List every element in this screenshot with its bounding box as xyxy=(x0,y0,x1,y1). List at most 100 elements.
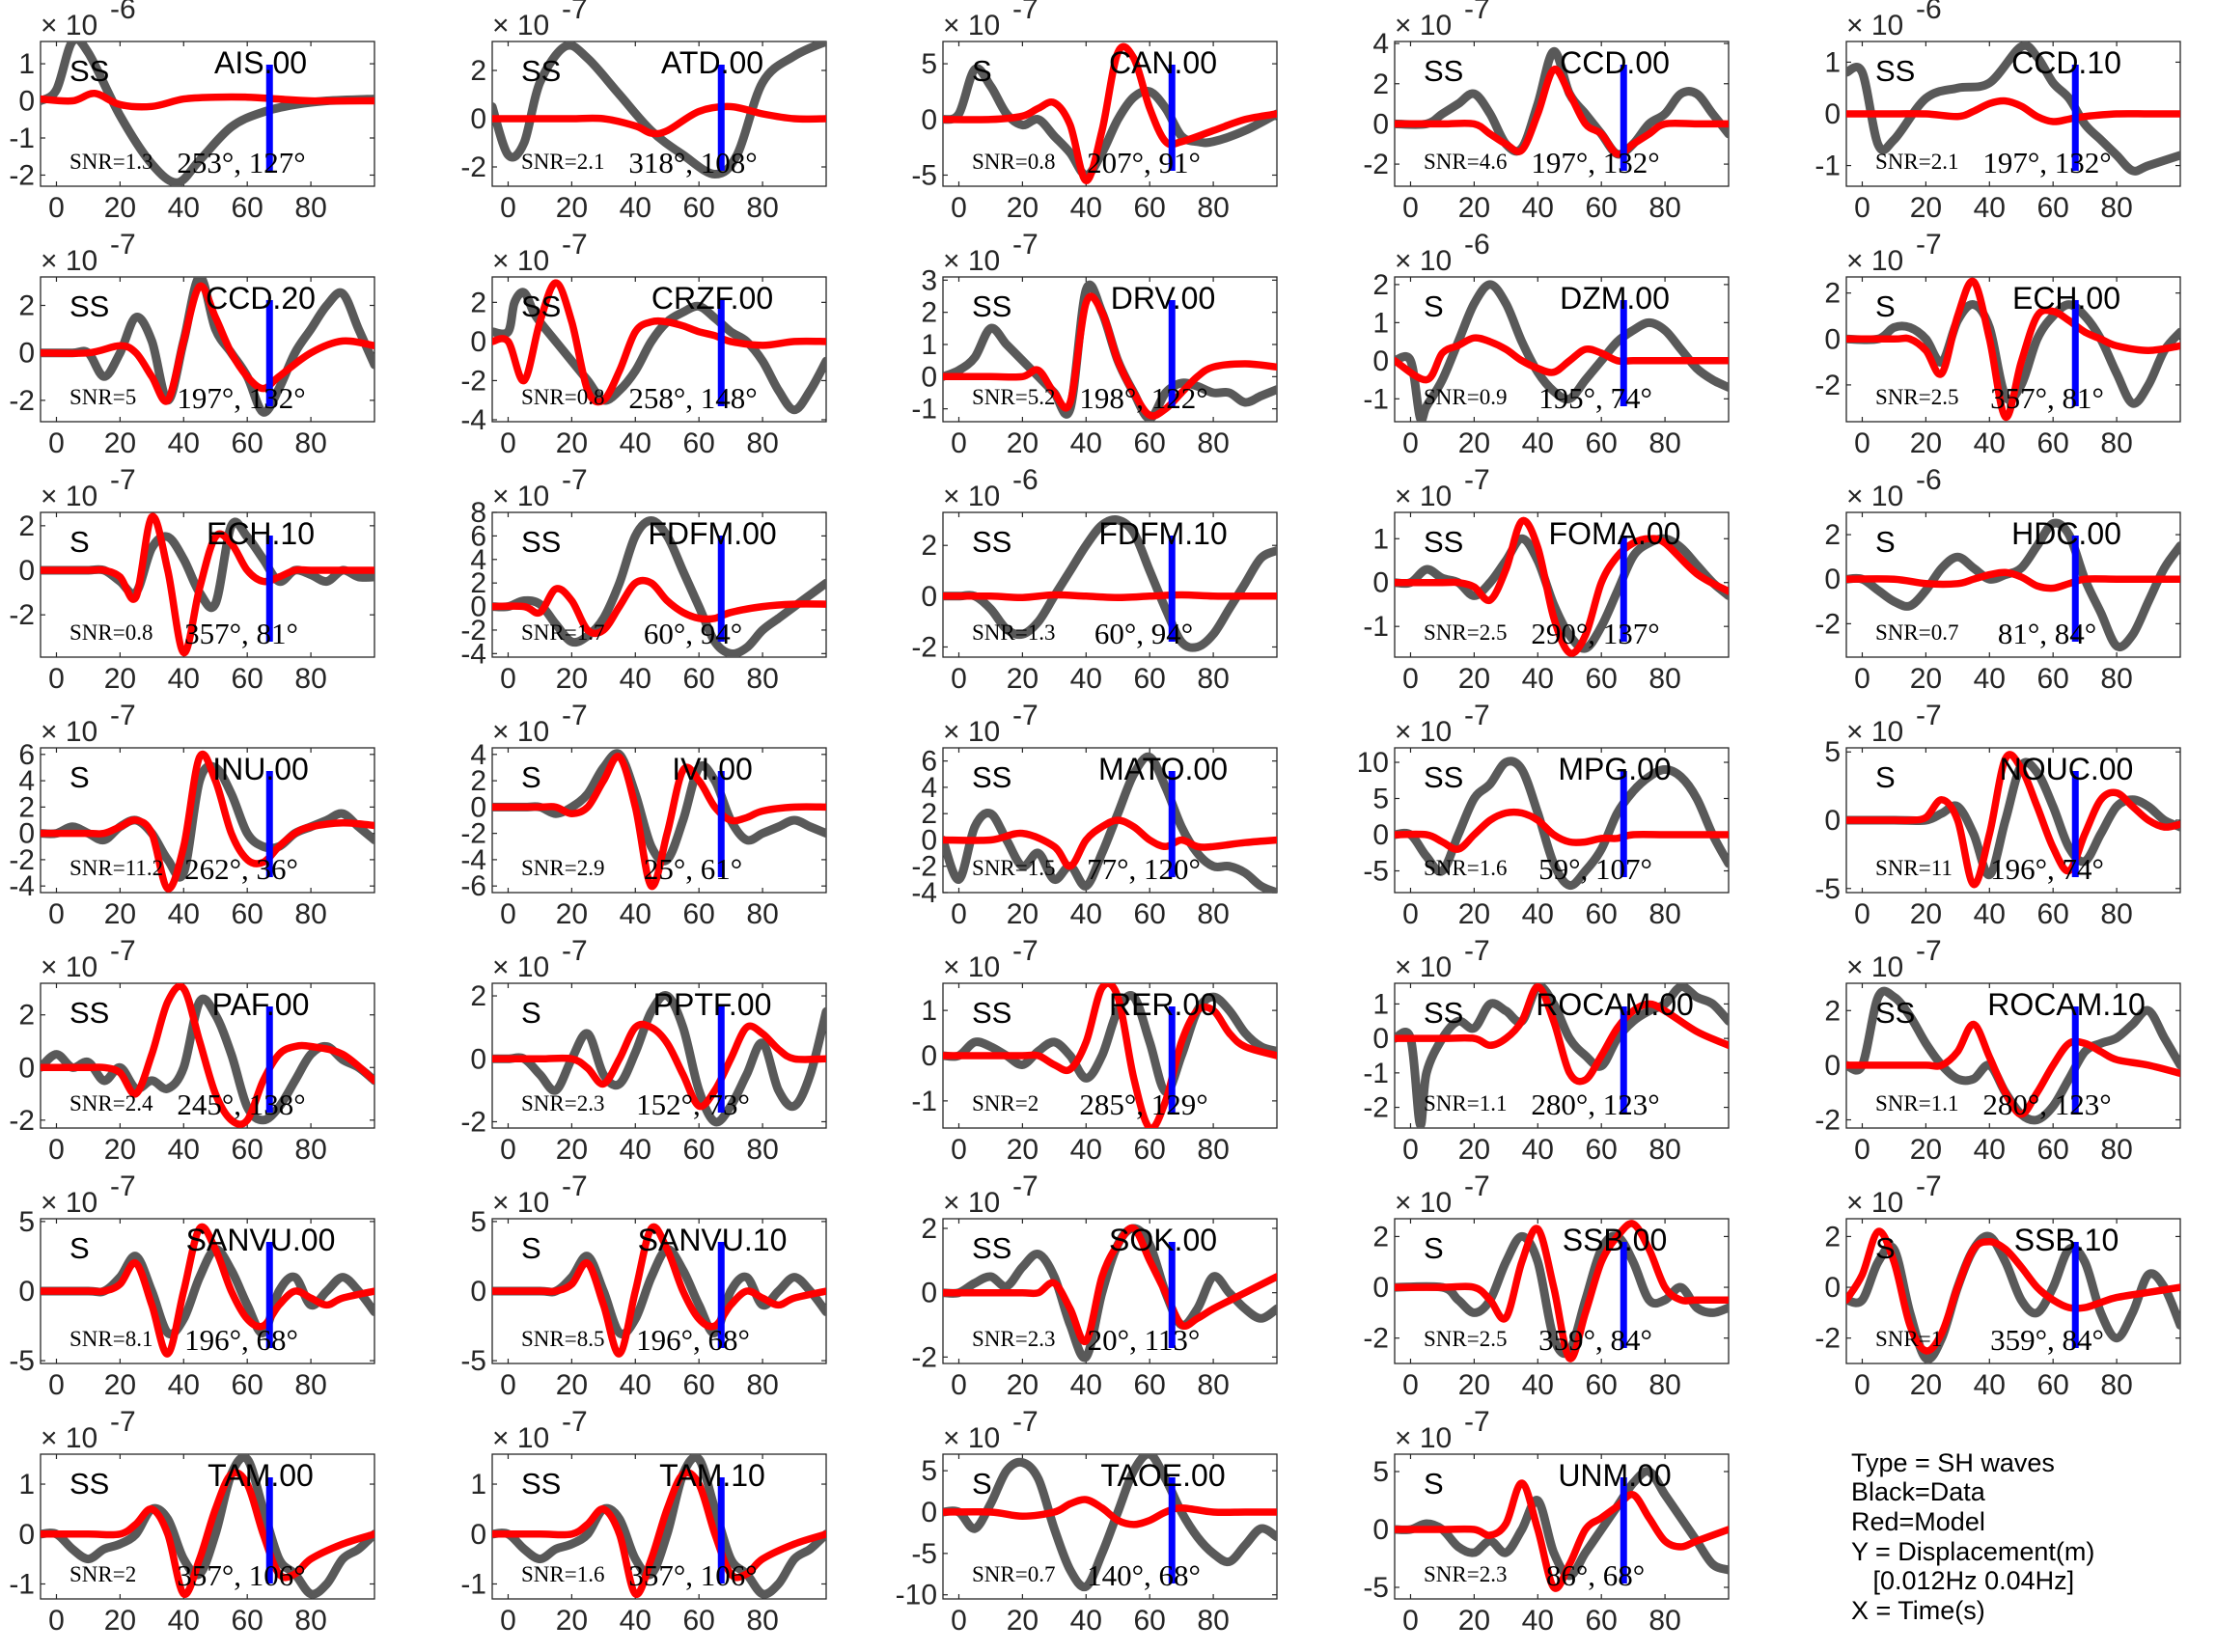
x-tick-label: 0 xyxy=(500,1369,516,1401)
y-exponent-base: × 10 xyxy=(1846,951,1903,983)
y-exponent-power: -7 xyxy=(110,229,136,261)
x-tick-label: 0 xyxy=(951,1134,967,1166)
legend: Type = SH waves Black=Data Red=Model Y =… xyxy=(1851,1448,2094,1625)
y-tick-label: 0 xyxy=(470,592,486,623)
y-tick-label: 0 xyxy=(18,1519,35,1551)
x-tick-label: 80 xyxy=(1197,192,1229,224)
y-tick-label: -2 xyxy=(1814,370,1841,401)
panel-mpg-00: 0 20 40 60 80 -5 0 5 10× 10 -7SS MPG.00 SNR=1.6 59°,… xyxy=(1357,700,1730,930)
x-tick-label: 80 xyxy=(746,427,778,459)
y-tick-label: 0 xyxy=(921,104,937,136)
x-tick-label: 80 xyxy=(746,1605,778,1637)
data-trace xyxy=(1846,41,2180,176)
y-tick-label: 2 xyxy=(1372,269,1389,301)
x-tick-label: 80 xyxy=(2100,663,2132,695)
model-trace xyxy=(1395,1479,1729,1592)
y-exponent-base: × 10 xyxy=(1846,481,1903,512)
phase-label: S xyxy=(972,1467,992,1501)
x-tick-label: 20 xyxy=(104,1134,136,1166)
panel-sanvu-00: 0 20 40 60 80 -5 0 5× 10 -7 S SANVU.00 SNR=8.1 196°,… xyxy=(9,1170,375,1401)
x-tick-label: 0 xyxy=(1402,1134,1419,1166)
y-tick-label: -2 xyxy=(1814,1323,1841,1355)
x-tick-label: 40 xyxy=(620,898,651,930)
y-exponent-base: × 10 xyxy=(1395,10,1452,41)
data-trace xyxy=(41,1454,374,1599)
data-trace xyxy=(943,515,1277,652)
angles-label: 197°, 132° xyxy=(1531,146,1659,179)
panel-ccd-20: 0 20 40 60 80 -2 0 2× 10 -7SS CCD.20 SNR=5 197°, 13… xyxy=(9,229,375,459)
axes-box xyxy=(1394,747,1730,894)
y-tick-label: 2 xyxy=(921,530,937,562)
y-exponent-base: × 10 xyxy=(1395,951,1452,983)
x-tick-label: 60 xyxy=(232,1134,263,1166)
model-trace xyxy=(1846,1020,2180,1118)
station-label: NOUC.00 xyxy=(2000,752,2134,786)
x-tick-label: 20 xyxy=(1007,898,1039,930)
y-exponent-base: × 10 xyxy=(1395,481,1452,512)
y-exponent-base: × 10 xyxy=(41,10,97,41)
panel-ssb-00: 0 20 40 60 80 -2 0 2× 10 -7 S SSB.00 SNR=2.5 359°, 8… xyxy=(1363,1170,1730,1401)
phase-label: SS xyxy=(1424,525,1463,559)
y-tick-label: 5 xyxy=(921,1455,937,1487)
station-label: SANVU.00 xyxy=(186,1223,336,1257)
y-tick-label: 2 xyxy=(921,1213,937,1245)
x-tick-label: 80 xyxy=(294,192,326,224)
model-trace xyxy=(492,576,826,638)
model-trace xyxy=(1846,1227,2180,1355)
x-tick-label: 0 xyxy=(951,1369,967,1401)
y-tick-label: -4 xyxy=(911,877,937,909)
plot-area xyxy=(492,749,826,890)
phase-label: SS xyxy=(1424,54,1463,88)
angles-label: 198°, 122° xyxy=(1079,381,1207,415)
angles-label: 140°, 68° xyxy=(1087,1558,1201,1592)
plot-area xyxy=(943,1224,1277,1363)
x-tick-label: 20 xyxy=(104,663,136,695)
data-trace xyxy=(41,41,374,186)
phase-label: SS xyxy=(521,525,561,559)
model-trace xyxy=(943,1496,1277,1528)
x-tick-label: 40 xyxy=(1974,1369,2006,1401)
x-tick-label: 40 xyxy=(620,1369,651,1401)
phase-label: S xyxy=(1875,760,1896,794)
x-tick-label: 0 xyxy=(48,1605,65,1637)
snr-label: SNR=8.5 xyxy=(521,1327,604,1351)
y-tick-label: 0 xyxy=(18,86,35,118)
panel-fdfm-10: 0 20 40 60 80 -2 0 2× 10 -6SS FDFM.10 SNR=1.3 60°, … xyxy=(911,464,1278,695)
y-tick-label: 0 xyxy=(921,361,937,393)
angles-label: 357°, 81° xyxy=(1990,381,2104,415)
panel-nouc-00: 0 20 40 60 80 -5 0 5× 10 -7 S NOUC.00 SNR=11 196°, 7… xyxy=(1814,700,2181,930)
y-tick-label: 2 xyxy=(470,980,486,1012)
y-exponent-base: × 10 xyxy=(492,1422,549,1454)
x-tick-label: 20 xyxy=(1458,427,1490,459)
phase-label: SS xyxy=(972,1231,1011,1265)
station-label: ROCAM.00 xyxy=(1536,987,1694,1022)
data-trace xyxy=(41,277,374,417)
x-tick-label: 40 xyxy=(1974,1134,2006,1166)
x-tick-label: 20 xyxy=(104,427,136,459)
x-tick-label: 0 xyxy=(1402,192,1419,224)
x-tick-label: 0 xyxy=(1854,1369,1870,1401)
y-tick-label: 0 xyxy=(18,338,35,370)
y-tick-label: 0 xyxy=(1824,1050,1841,1082)
model-trace xyxy=(1395,983,1729,1086)
y-exponent-base: × 10 xyxy=(943,951,1000,983)
x-tick-label: 60 xyxy=(1586,1369,1618,1401)
y-exponent-base: × 10 xyxy=(41,1422,97,1454)
axes-box xyxy=(491,276,827,423)
panel-ccd-10: 0 20 40 60 80 -1 0 1× 10 -6 SS CCD.10 SNR=2.1 197°, … xyxy=(1814,0,2181,224)
y-tick-label: 0 xyxy=(1372,1023,1389,1055)
legend-line-data: Black=Data xyxy=(1851,1477,1986,1506)
x-tick-label: 60 xyxy=(683,898,715,930)
angles-label: 197°, 132° xyxy=(1982,146,2111,179)
snr-label: SNR=1.6 xyxy=(1424,856,1507,880)
snr-label: SNR=1.3 xyxy=(69,150,152,174)
phase-label: S xyxy=(1875,1231,1896,1265)
station-label: CAN.00 xyxy=(1109,45,1217,80)
model-trace xyxy=(492,1223,826,1358)
station-label: ROCAM.10 xyxy=(1987,987,2146,1022)
model-trace xyxy=(492,1469,826,1598)
x-tick-label: 40 xyxy=(1070,898,1102,930)
x-tick-label: 40 xyxy=(620,1134,651,1166)
model-trace xyxy=(41,983,374,1128)
y-exponent-power: -7 xyxy=(1012,0,1039,25)
